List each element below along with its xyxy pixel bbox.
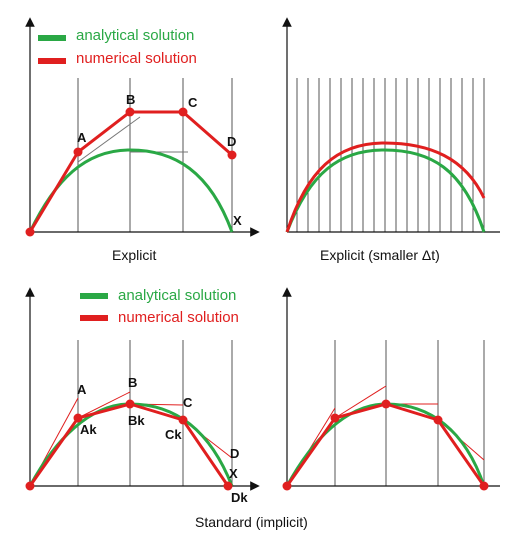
point-label-ck: Ck xyxy=(165,427,182,442)
solution-point xyxy=(178,415,188,425)
predictor-line xyxy=(77,391,131,419)
solution-point xyxy=(25,227,35,237)
point-label-bk: Bk xyxy=(128,413,145,428)
solution-point xyxy=(330,413,340,423)
solution-point xyxy=(223,481,233,491)
caption-explicit: Explicit xyxy=(112,247,156,263)
solution-point xyxy=(25,481,35,491)
point-label-b: B xyxy=(128,375,137,390)
point-label-a: A xyxy=(77,130,87,145)
legend-label-analytical: analytical solution xyxy=(76,27,194,44)
point-label-d: D xyxy=(230,446,239,461)
caption-standard: Standard (implicit) xyxy=(195,514,308,530)
tangent-line xyxy=(77,116,141,163)
caption-explicit-small: Explicit (smaller Δt) xyxy=(320,247,440,263)
point-label-a: A xyxy=(77,382,87,397)
timestep-lines-dense xyxy=(296,78,485,232)
solution-point xyxy=(73,147,83,157)
analytical-curve xyxy=(28,148,234,233)
solution-point xyxy=(479,481,489,491)
numerical-curve xyxy=(285,141,486,233)
point-label-dk: Dk xyxy=(231,490,248,505)
solution-point xyxy=(125,399,135,409)
point-label-c: C xyxy=(188,95,198,110)
solution-point xyxy=(282,481,292,491)
predictor-line xyxy=(334,385,387,419)
axis-label-x: X xyxy=(233,213,242,228)
panel-implicit-unlabeled xyxy=(282,287,500,491)
panel-explicit-small: Explicit (smaller Δt) xyxy=(282,17,500,263)
point-label-d: D xyxy=(227,134,236,149)
solution-point xyxy=(178,107,188,117)
numerical-curve xyxy=(28,110,233,233)
solution-point xyxy=(433,415,443,425)
point-label-b: B xyxy=(126,92,135,107)
legend-label-numerical: numerical solution xyxy=(118,309,239,326)
point-label-ak: Ak xyxy=(80,422,97,437)
panel-explicit: A B C D X analytical solution numerical … xyxy=(25,17,260,263)
solution-point xyxy=(125,107,135,117)
solution-point xyxy=(227,150,237,160)
analytical-curve xyxy=(285,148,486,233)
legend-label-analytical: analytical solution xyxy=(118,287,236,304)
axis-label-x: X xyxy=(229,466,238,481)
solution-point xyxy=(381,399,391,409)
solution-point xyxy=(73,413,83,423)
legend-label-numerical: numerical solution xyxy=(76,50,197,67)
panel-standard: A B C D X Ak Bk Ck Dk analytical solutio… xyxy=(25,287,308,530)
point-label-c: C xyxy=(183,395,193,410)
